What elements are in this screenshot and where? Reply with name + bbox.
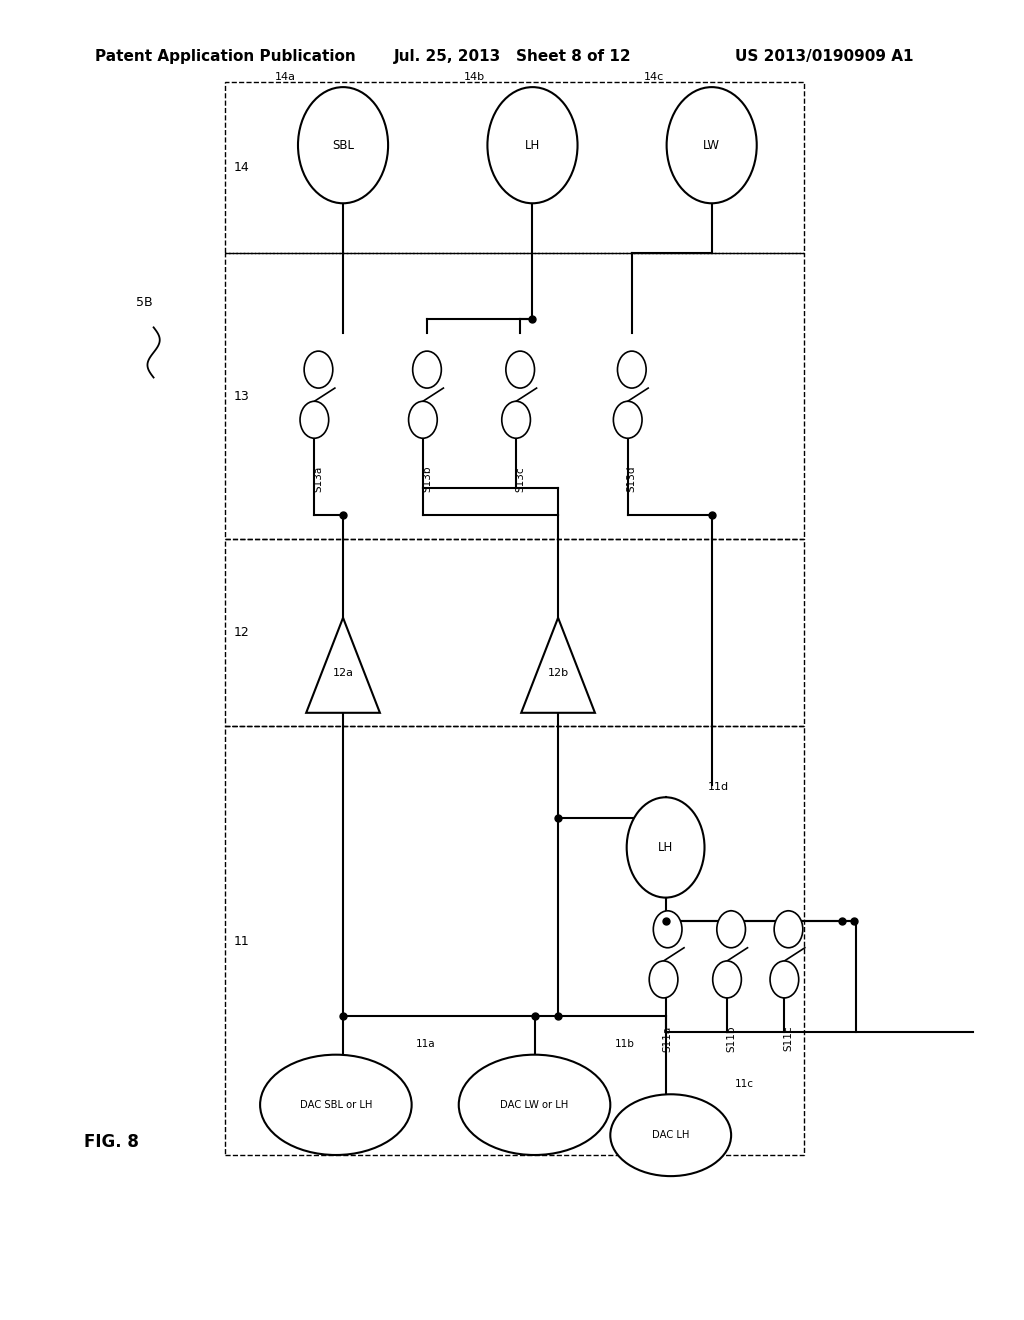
Text: S13a: S13a — [313, 466, 324, 492]
Circle shape — [770, 961, 799, 998]
Circle shape — [617, 351, 646, 388]
Circle shape — [409, 401, 437, 438]
Text: FIG. 8: FIG. 8 — [84, 1133, 139, 1151]
Text: 13: 13 — [233, 389, 249, 403]
Circle shape — [506, 351, 535, 388]
Text: S11a: S11a — [663, 1026, 673, 1052]
Text: 11a: 11a — [416, 1039, 435, 1049]
Polygon shape — [521, 618, 595, 713]
Circle shape — [667, 87, 757, 203]
Text: DAC SBL or LH: DAC SBL or LH — [300, 1100, 372, 1110]
Text: 11b: 11b — [614, 1039, 634, 1049]
Text: 14a: 14a — [274, 71, 296, 82]
Polygon shape — [306, 618, 380, 713]
Text: 14c: 14c — [644, 71, 665, 82]
Circle shape — [298, 87, 388, 203]
Text: US 2013/0190909 A1: US 2013/0190909 A1 — [735, 49, 913, 63]
Circle shape — [502, 401, 530, 438]
Circle shape — [300, 401, 329, 438]
Text: S13d: S13d — [627, 466, 637, 492]
Text: LW: LW — [703, 139, 720, 152]
Text: 14: 14 — [233, 161, 249, 174]
Text: 11c: 11c — [735, 1078, 755, 1089]
Text: S13b: S13b — [422, 466, 432, 492]
Circle shape — [304, 351, 333, 388]
Text: LH: LH — [525, 139, 540, 152]
Text: 11: 11 — [233, 935, 249, 948]
Text: Patent Application Publication: Patent Application Publication — [95, 49, 356, 63]
Circle shape — [653, 911, 682, 948]
Bar — [225, 253, 804, 539]
Circle shape — [613, 401, 642, 438]
Bar — [225, 726, 804, 1155]
Text: Jul. 25, 2013   Sheet 8 of 12: Jul. 25, 2013 Sheet 8 of 12 — [394, 49, 632, 63]
Circle shape — [774, 911, 803, 948]
Text: 5B: 5B — [136, 296, 153, 309]
Text: SBL: SBL — [332, 139, 354, 152]
Text: 11d: 11d — [708, 781, 729, 792]
Text: 12a: 12a — [333, 668, 353, 678]
Text: DAC LW or LH: DAC LW or LH — [501, 1100, 568, 1110]
Text: LH: LH — [658, 841, 673, 854]
Circle shape — [413, 351, 441, 388]
Circle shape — [649, 961, 678, 998]
Text: 12: 12 — [233, 626, 249, 639]
Bar — [225, 82, 804, 253]
Ellipse shape — [610, 1094, 731, 1176]
Bar — [225, 539, 804, 726]
Text: S11b: S11b — [726, 1026, 736, 1052]
Ellipse shape — [260, 1055, 412, 1155]
Text: 14b: 14b — [464, 71, 485, 82]
Ellipse shape — [459, 1055, 610, 1155]
Text: S13c: S13c — [515, 466, 525, 491]
Circle shape — [627, 797, 705, 898]
Circle shape — [713, 961, 741, 998]
Circle shape — [487, 87, 578, 203]
Text: S11c: S11c — [783, 1026, 794, 1051]
Text: DAC LH: DAC LH — [652, 1130, 689, 1140]
Circle shape — [717, 911, 745, 948]
Text: 12b: 12b — [548, 668, 568, 678]
